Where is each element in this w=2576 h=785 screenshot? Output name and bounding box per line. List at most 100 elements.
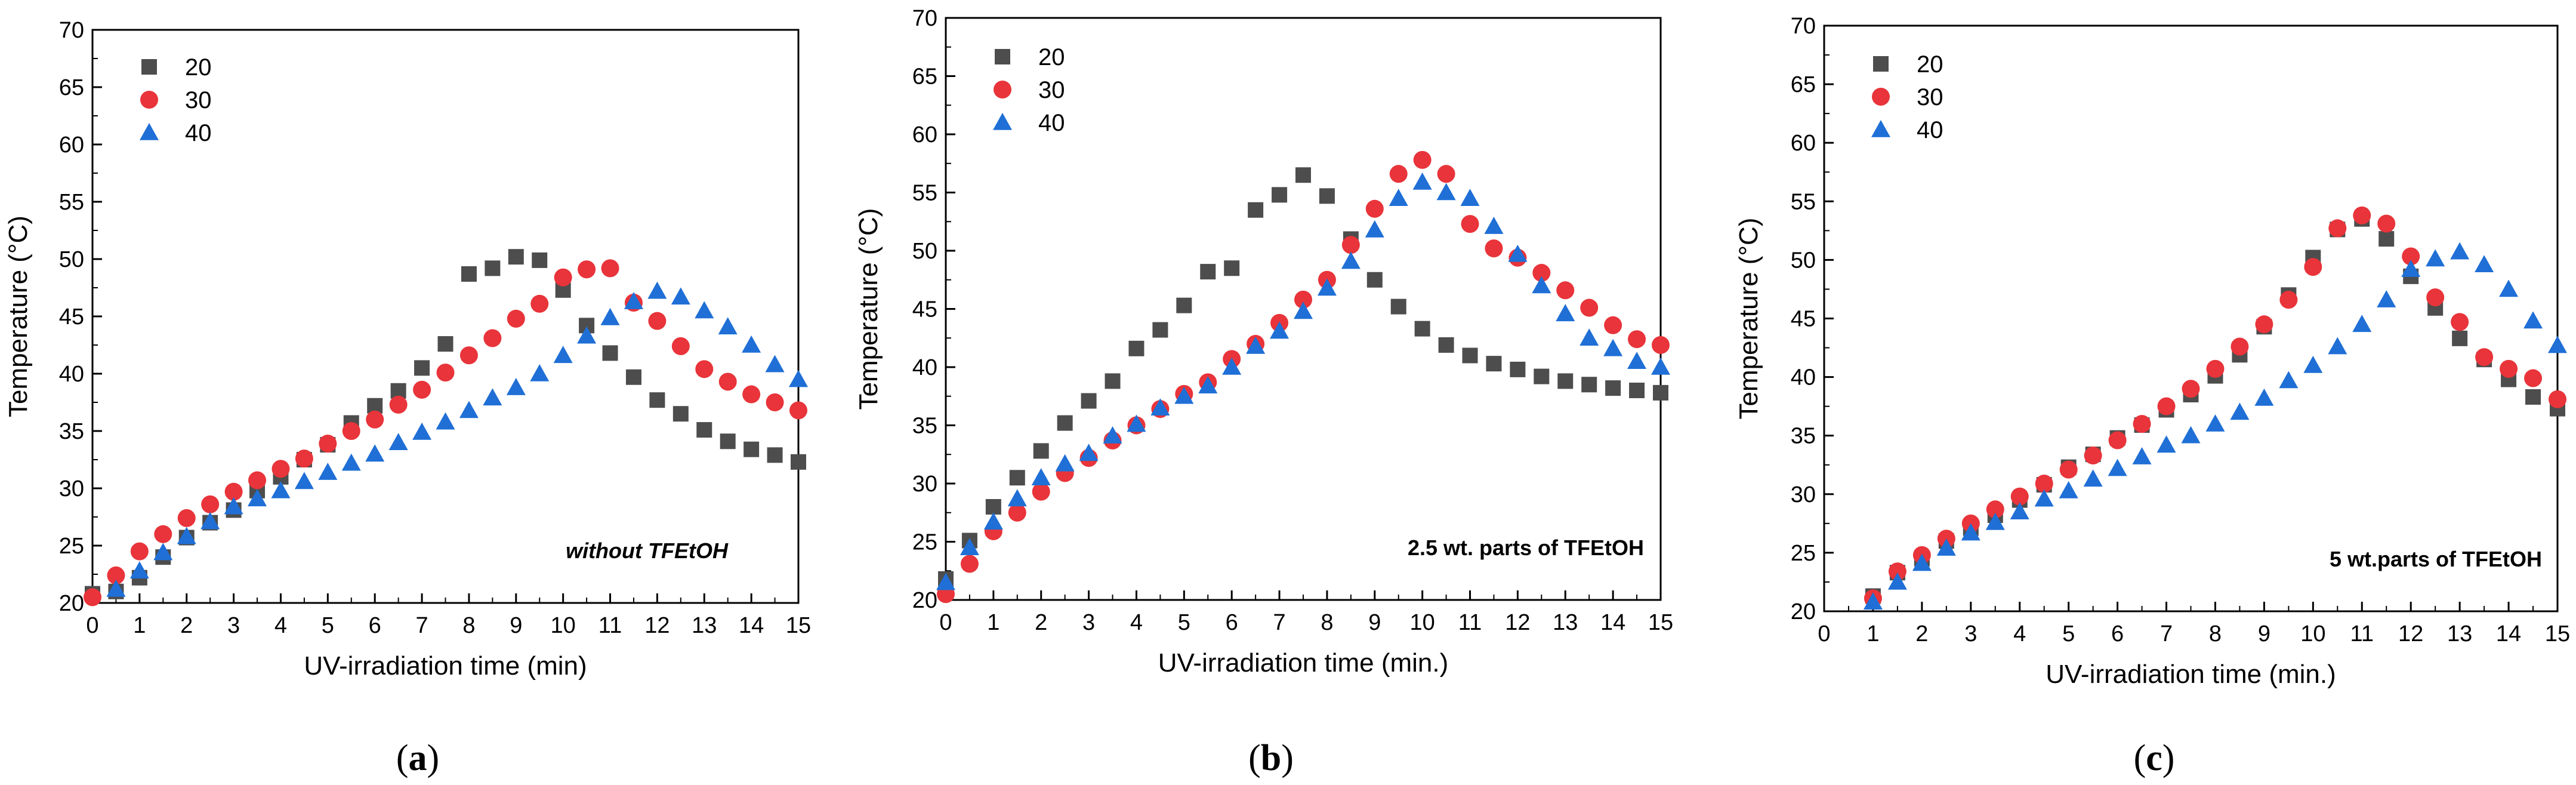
panel-annotation: without TFEtOH	[566, 538, 729, 563]
y-tick-label: 65	[912, 64, 937, 90]
data-point-20	[1319, 188, 1335, 204]
data-point-40	[2181, 426, 2201, 444]
y-axis-label: Temperature (°C)	[4, 216, 33, 417]
data-point-40	[2279, 371, 2299, 389]
data-point-40	[1627, 352, 1647, 370]
data-point-30	[1556, 281, 1575, 300]
data-point-20	[1224, 260, 1240, 276]
data-point-30	[2475, 348, 2494, 367]
data-point-30	[2500, 359, 2518, 378]
data-point-40	[983, 512, 1003, 530]
y-tick-label: 45	[912, 297, 937, 322]
data-point-40	[106, 579, 126, 597]
x-tick-label: 8	[2209, 621, 2222, 647]
x-tick-label: 11	[2350, 621, 2374, 647]
y-tick-label: 20	[1791, 599, 1816, 624]
data-point-20	[1366, 272, 1383, 288]
legend: 20 30 40	[993, 44, 1065, 136]
data-point-20	[1272, 187, 1288, 203]
x-tick-label: 1	[987, 610, 999, 635]
data-point-20	[1009, 470, 1025, 486]
data-point-40	[129, 561, 149, 579]
data-point-40	[1985, 512, 2005, 530]
data-point-30	[154, 525, 172, 543]
data-point-40	[365, 444, 385, 462]
data-point-30	[601, 259, 619, 278]
data-point-30	[1628, 330, 1646, 349]
data-point-40	[1365, 220, 1384, 238]
data-point-20	[508, 249, 524, 265]
data-point-30	[2231, 337, 2249, 356]
data-point-40	[624, 292, 643, 309]
data-point-30	[1294, 290, 1312, 309]
data-point-20	[1128, 340, 1144, 356]
data-point-40	[2352, 315, 2372, 333]
y-tick-label: 50	[1791, 248, 1816, 273]
data-point-20	[2525, 389, 2541, 405]
data-point-40	[153, 543, 173, 561]
data-point-40	[1556, 304, 1575, 322]
data-point-30	[2206, 359, 2225, 378]
x-tick-label: 11	[599, 613, 622, 638]
data-point-20	[1629, 383, 1645, 398]
data-point-40	[1103, 426, 1122, 444]
panel-caption-group: (c)	[2134, 738, 2175, 778]
data-point-40	[2205, 414, 2225, 432]
data-point-30	[1532, 264, 1551, 282]
data-point-40	[2499, 279, 2519, 297]
data-point-40	[1412, 172, 1432, 190]
x-tick-label: 4	[274, 613, 287, 638]
legend-label-20: 20	[1917, 51, 1943, 78]
panel-caption: (b)	[1248, 738, 1294, 778]
data-point-40	[1294, 301, 1313, 319]
series-40	[106, 281, 808, 597]
data-point-40	[960, 538, 979, 556]
data-point-30	[2108, 431, 2127, 450]
y-tick-label: 25	[912, 530, 937, 555]
data-point-30	[2182, 380, 2200, 398]
x-tick-label: 15	[1648, 610, 1673, 635]
data-point-30	[1986, 500, 2004, 519]
x-tick-label: 9	[2258, 621, 2270, 647]
data-point-40	[2426, 249, 2445, 267]
y-tick-label: 40	[912, 355, 937, 380]
data-point-40	[1246, 336, 1266, 354]
data-point-30	[1341, 236, 1360, 254]
x-axis-label: UV-irradiation time (min)	[304, 651, 587, 681]
data-point-40	[1031, 468, 1051, 486]
data-point-40	[224, 497, 243, 515]
data-point-30	[766, 393, 784, 411]
data-point-40	[1863, 592, 1883, 610]
data-point-40	[388, 433, 408, 450]
data-point-30	[2084, 447, 2102, 465]
x-tick-label: 1	[1867, 621, 1879, 647]
x-axis-label: UV-irradiation time (min.)	[1158, 648, 1449, 678]
data-point-40	[577, 326, 597, 344]
data-point-30	[648, 312, 667, 330]
data-point-30	[2035, 475, 2053, 493]
x-tick-label: 0	[1818, 621, 1830, 647]
x-tick-label: 3	[1082, 610, 1095, 635]
x-tick-label: 0	[939, 610, 952, 635]
x-tick-label: 13	[1553, 610, 1578, 635]
data-point-40	[200, 512, 220, 530]
x-tick-label: 12	[2398, 621, 2423, 647]
data-point-30	[483, 329, 502, 347]
data-point-30	[960, 555, 979, 573]
data-point-20	[1438, 337, 1454, 353]
panel-caption: (c)	[2134, 738, 2175, 778]
data-point-40	[2230, 402, 2250, 420]
series-40	[936, 172, 1670, 590]
data-point-30	[2255, 315, 2273, 334]
series-40	[1863, 242, 2567, 610]
y-tick-label: 35	[912, 414, 937, 439]
data-point-20	[1105, 373, 1121, 389]
data-point-30	[1437, 165, 1455, 183]
y-tick-label: 55	[59, 190, 84, 215]
data-point-30	[1365, 199, 1384, 218]
legend-label-30: 30	[1917, 84, 1943, 110]
data-point-20	[485, 260, 501, 276]
x-tick-label: 15	[2545, 621, 2570, 647]
